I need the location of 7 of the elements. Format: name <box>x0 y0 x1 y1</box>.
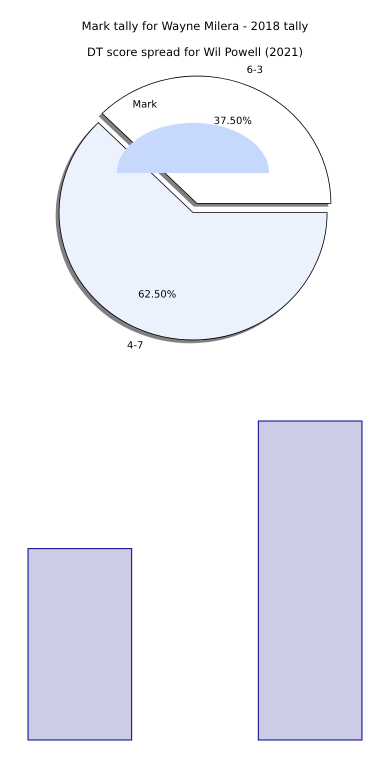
slice-label: 6-3 <box>246 65 264 76</box>
slice-label: 4-7 <box>126 340 144 352</box>
chart-title: DT score spread for Wil Powell (2021) <box>87 45 303 59</box>
data-label: 62.50% <box>138 290 176 301</box>
slice-label: Mark <box>132 100 158 111</box>
chart-title: Mark tally for Wayne Milera - 2018 tally <box>82 19 309 33</box>
data-label: 37.50% <box>214 116 252 127</box>
